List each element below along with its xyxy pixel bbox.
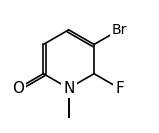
Text: Br: Br bbox=[112, 23, 127, 37]
Text: F: F bbox=[115, 81, 124, 96]
Text: N: N bbox=[63, 81, 74, 96]
Text: O: O bbox=[12, 81, 24, 96]
